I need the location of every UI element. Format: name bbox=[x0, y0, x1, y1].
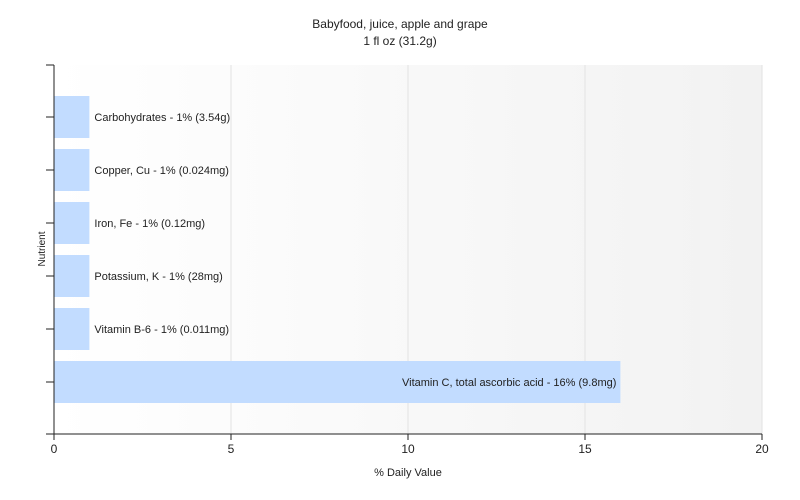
axes: 0 5 10 15 20 bbox=[46, 64, 769, 456]
chart-title: Babyfood, juice, apple and grape bbox=[312, 17, 488, 31]
bars: Carbohydrates - 1% (3.54g) Copper, Cu - 1… bbox=[54, 96, 621, 403]
bar-label: Vitamin B-6 - 1% (0.011mg) bbox=[94, 324, 229, 336]
bar-label: Vitamin C, total ascorbic acid - 16% (9.… bbox=[402, 377, 616, 389]
y-axis-label: Nutrient bbox=[37, 231, 48, 266]
bar bbox=[54, 96, 90, 138]
chart-subtitle: 1 fl oz (31.2g) bbox=[363, 34, 436, 48]
bar bbox=[54, 255, 90, 297]
bar bbox=[54, 308, 90, 350]
x-axis-label: % Daily Value bbox=[374, 467, 442, 479]
bar-label: Iron, Fe - 1% (0.12mg) bbox=[94, 218, 205, 230]
bar-label: Carbohydrates - 1% (3.54g) bbox=[94, 112, 230, 124]
x-tick-label: 10 bbox=[401, 442, 415, 456]
bar bbox=[54, 202, 90, 244]
x-tick-label: 0 bbox=[51, 442, 58, 456]
bar-label: Copper, Cu - 1% (0.024mg) bbox=[94, 165, 229, 177]
x-tick-label: 15 bbox=[578, 442, 592, 456]
bar bbox=[54, 361, 621, 403]
x-tick-label: 5 bbox=[228, 442, 235, 456]
x-tick-label: 20 bbox=[755, 442, 769, 456]
bar-label: Potassium, K - 1% (28mg) bbox=[94, 271, 222, 283]
bar bbox=[54, 149, 90, 191]
